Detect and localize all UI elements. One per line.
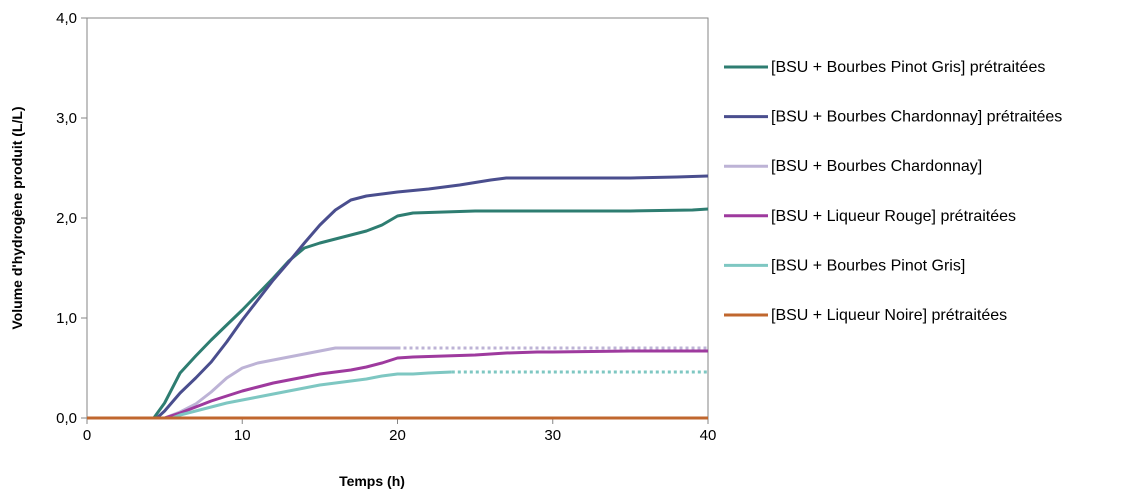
legend-label: [BSU + Bourbes Chardonnay] — [771, 158, 982, 175]
y-tick-label: 4,0 — [56, 10, 77, 27]
legend-label: [BSU + Liqueur Rouge] prétraitées — [771, 208, 1016, 225]
x-tick-label: 30 — [544, 427, 561, 444]
x-axis: 0 10 20 30 40 — [83, 418, 717, 444]
legend-label: [BSU + Bourbes Chardonnay] prétraitées — [771, 109, 1062, 126]
y-axis: 0,0 1,0 2,0 3,0 4,0 — [56, 10, 87, 427]
series-5-line — [87, 370, 452, 420]
y-tick-label: 2,0 — [56, 210, 77, 227]
legend: [BSU + Bourbes Pinot Gris] prétraitées [B… — [724, 59, 1062, 324]
x-axis-title: Temps (h) — [339, 473, 405, 489]
y-tick-label: 1,0 — [56, 310, 77, 327]
legend-label: [BSU + Liqueur Noire] prétraitées — [771, 307, 1007, 324]
y-tick-label: 3,0 — [56, 110, 77, 127]
y-tick-label: 0,0 — [56, 410, 77, 427]
series-1-line — [87, 207, 709, 420]
y-axis-title: Volume d'hydrogène produit (L/L) — [9, 106, 25, 329]
x-tick-label: 20 — [389, 427, 406, 444]
x-tick-label: 40 — [700, 427, 717, 444]
series-group — [87, 174, 709, 420]
x-tick-label: 10 — [234, 427, 251, 444]
legend-label: [BSU + Bourbes Pinot Gris] prétraitées — [771, 59, 1045, 76]
series-2-line — [87, 174, 709, 420]
x-tick-label: 0 — [83, 427, 91, 444]
series-3-line — [87, 346, 398, 420]
series-4-line — [87, 349, 708, 420]
legend-label: [BSU + Bourbes Pinot Gris] — [771, 257, 965, 274]
